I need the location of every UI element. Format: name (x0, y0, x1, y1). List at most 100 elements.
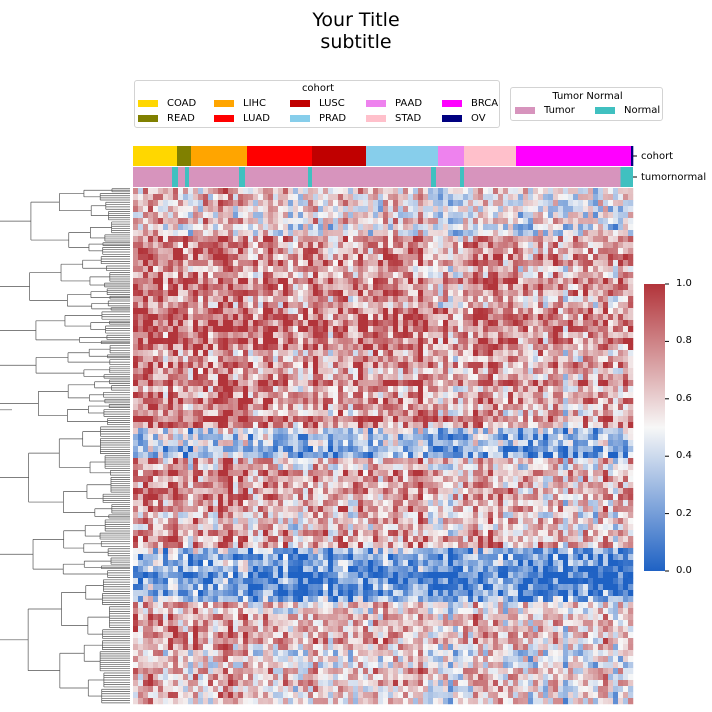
heatmap-cell (418, 254, 424, 261)
heatmap-cell (133, 434, 139, 441)
heatmap-cell (358, 326, 364, 333)
heatmap-cell (338, 350, 344, 357)
heatmap-cell (143, 206, 149, 213)
heatmap-cell (388, 296, 394, 303)
heatmap-cell (328, 200, 334, 207)
heatmap-cell (543, 332, 549, 339)
heatmap-cell (228, 302, 234, 309)
heatmap-cell (368, 350, 374, 357)
heatmap-cell (453, 188, 459, 195)
heatmap-cell (253, 254, 259, 261)
heatmap-cell (403, 254, 409, 261)
heatmap-cell (558, 290, 564, 297)
heatmap-cell (258, 284, 264, 291)
heatmap-cell (518, 398, 524, 405)
heatmap-cell (468, 314, 474, 321)
heatmap-cell (353, 344, 359, 351)
heatmap-cell (628, 410, 634, 417)
heatmap-cell (628, 266, 634, 273)
heatmap-cell (433, 326, 439, 333)
heatmap-cell (538, 284, 544, 291)
heatmap-cell (533, 374, 539, 381)
heatmap-cell (353, 392, 359, 399)
heatmap-cell (388, 284, 394, 291)
heatmap-cell (563, 236, 569, 243)
heatmap-cell (628, 314, 634, 321)
heatmap-cell (138, 446, 144, 453)
heatmap-cell (288, 248, 294, 255)
heatmap-cell (228, 344, 234, 351)
heatmap-cell (398, 224, 404, 231)
heatmap-cell (448, 254, 454, 261)
heatmap-cell (568, 350, 574, 357)
heatmap-cell (298, 428, 304, 435)
heatmap-cell (398, 332, 404, 339)
heatmap-cell (623, 284, 629, 291)
heatmap-cell (283, 188, 289, 195)
heatmap-cell (188, 362, 194, 369)
heatmap-cell (488, 290, 494, 297)
heatmap-cell (223, 290, 229, 297)
heatmap-cell (208, 218, 214, 225)
heatmap-cell (203, 326, 209, 333)
heatmap-cell (453, 398, 459, 405)
heatmap-cell (163, 332, 169, 339)
heatmap-cell (603, 398, 609, 405)
heatmap-cell (208, 290, 214, 297)
heatmap-cell (318, 398, 324, 405)
heatmap-cell (508, 212, 514, 219)
heatmap-cell (413, 194, 419, 201)
heatmap-cell (178, 260, 184, 267)
heatmap-cell (133, 290, 139, 297)
heatmap-cell (483, 392, 489, 399)
heatmap-cell (138, 356, 144, 363)
legend-swatch (515, 107, 535, 114)
heatmap-cell (418, 248, 424, 255)
heatmap-cell (558, 338, 564, 345)
heatmap-cell (173, 404, 179, 411)
heatmap-cell (503, 236, 509, 243)
heatmap-cell (158, 302, 164, 309)
heatmap-cell (203, 452, 209, 459)
heatmap-cell (428, 374, 434, 381)
heatmap-cell (628, 344, 634, 351)
heatmap-cell (353, 356, 359, 363)
heatmap-cell (538, 446, 544, 453)
heatmap-cell (368, 302, 374, 309)
heatmap-cell (183, 356, 189, 363)
heatmap-cell (203, 236, 209, 243)
heatmap-cell (428, 188, 434, 195)
heatmap-cell (583, 236, 589, 243)
heatmap-cell (343, 284, 349, 291)
heatmap-cell (438, 320, 444, 327)
heatmap-cell (498, 416, 504, 423)
heatmap-cell (168, 188, 174, 195)
heatmap-cell (278, 188, 284, 195)
heatmap-cell (563, 428, 569, 435)
heatmap-cell (328, 416, 334, 423)
heatmap-cell (398, 368, 404, 375)
heatmap-cell (628, 308, 634, 315)
heatmap-cell (558, 380, 564, 387)
heatmap-cell (503, 350, 509, 357)
heatmap-cell (438, 248, 444, 255)
heatmap-cell (313, 398, 319, 405)
heatmap-cell (583, 410, 589, 417)
heatmap-cell (483, 308, 489, 315)
heatmap-cell (463, 452, 469, 459)
heatmap-cell (248, 266, 254, 273)
heatmap-cell (518, 218, 524, 225)
heatmap-cell (193, 302, 199, 309)
heatmap-cell (603, 272, 609, 279)
heatmap-cell (388, 224, 394, 231)
heatmap-cell (358, 212, 364, 219)
heatmap-cell (388, 440, 394, 447)
heatmap-cell (518, 404, 524, 411)
heatmap-cell (368, 266, 374, 273)
heatmap-cell (573, 428, 579, 435)
heatmap-cell (428, 278, 434, 285)
heatmap-cell (508, 380, 514, 387)
heatmap-cell (208, 308, 214, 315)
heatmap-cell (188, 188, 194, 195)
heatmap-cell (153, 296, 159, 303)
